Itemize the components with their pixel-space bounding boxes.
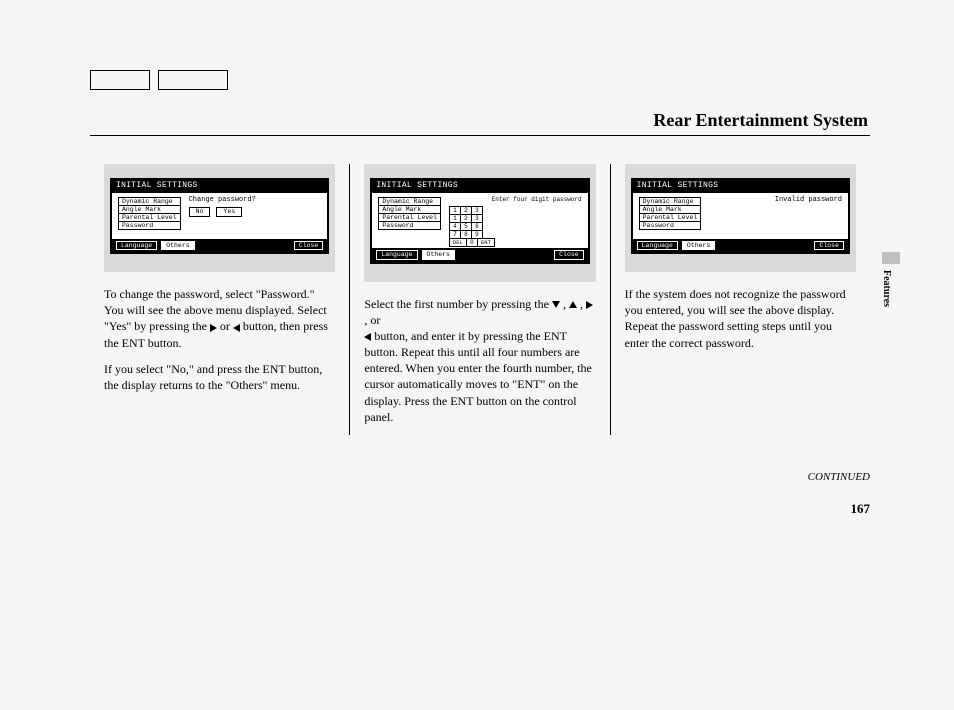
tab-close: Close	[294, 241, 324, 250]
page-number: 167	[90, 501, 870, 517]
tab-close: Close	[814, 241, 844, 250]
tab-language: Language	[116, 241, 157, 250]
screen-mock-1: INITIAL SETTINGS Dynamic Range Angle Mar…	[104, 164, 335, 272]
down-triangle-icon	[552, 301, 560, 308]
column-2: INITIAL SETTINGS Dynamic Range Angle Mar…	[349, 164, 609, 435]
menu-item: Password	[639, 221, 702, 230]
placeholder-box	[158, 70, 228, 90]
keypad: 123 123 456 789 DEL0ENT	[449, 206, 582, 246]
column-1: INITIAL SETTINGS Dynamic Range Angle Mar…	[90, 164, 349, 435]
up-triangle-icon	[569, 301, 577, 308]
prompt-text: Enter four digit password	[449, 197, 582, 204]
title-rule	[90, 135, 870, 136]
yes-button: Yes	[216, 207, 242, 216]
prompt-text: Change password?	[189, 197, 322, 205]
screen-mock-2: INITIAL SETTINGS Dynamic Range Angle Mar…	[364, 164, 595, 282]
screen-header: INITIAL SETTINGS	[112, 180, 327, 193]
prompt-text: Invalid password	[709, 197, 842, 205]
menu-item: Password	[118, 221, 181, 230]
tab-others: Others	[422, 250, 455, 259]
screen-mock-3: INITIAL SETTINGS Dynamic Range Angle Mar…	[625, 164, 856, 272]
manual-page: Rear Entertainment System Features INITI…	[90, 70, 870, 517]
tab-language: Language	[637, 241, 678, 250]
column-3: INITIAL SETTINGS Dynamic Range Angle Mar…	[610, 164, 870, 435]
menu-item: Password	[378, 221, 441, 230]
tab-close: Close	[554, 250, 584, 259]
body-text: If you select "No," and press the ENT bu…	[104, 361, 335, 393]
body-text: To change the password, select "Password…	[104, 286, 335, 351]
continued-label: CONTINUED	[90, 471, 870, 483]
menu-list: Dynamic Range Angle Mark Parental Level …	[118, 197, 181, 237]
menu-list: Dynamic Range Angle Mark Parental Level …	[639, 197, 702, 237]
right-triangle-icon	[210, 324, 217, 332]
header-placeholder-boxes	[90, 70, 870, 90]
body-text: If the system does not recognize the pas…	[625, 286, 856, 351]
placeholder-box	[90, 70, 150, 90]
menu-list: Dynamic Range Angle Mark Parental Level …	[378, 197, 441, 247]
side-label: Features	[881, 270, 892, 307]
right-triangle-icon	[586, 301, 593, 309]
side-tab	[882, 252, 900, 264]
content-columns: INITIAL SETTINGS Dynamic Range Angle Mar…	[90, 164, 870, 435]
tab-others: Others	[161, 241, 194, 250]
tab-others: Others	[682, 241, 715, 250]
page-title: Rear Entertainment System	[90, 110, 870, 131]
body-text: Select the first number by pressing the …	[364, 296, 595, 426]
left-triangle-icon	[233, 324, 240, 332]
tab-language: Language	[376, 250, 417, 259]
screen-header: INITIAL SETTINGS	[633, 180, 848, 193]
no-button: No	[189, 207, 211, 216]
screen-header: INITIAL SETTINGS	[372, 180, 587, 193]
